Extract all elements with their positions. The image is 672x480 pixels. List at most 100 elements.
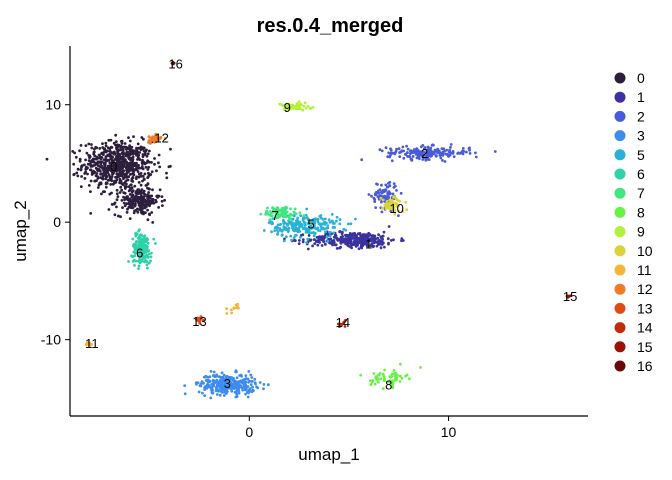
cluster-3-point xyxy=(208,375,212,379)
cluster-3-point xyxy=(248,389,252,393)
cluster-7-point xyxy=(259,212,263,216)
cluster-0-point xyxy=(78,159,82,163)
cluster-11-point xyxy=(225,307,229,310)
cluster-8-point xyxy=(390,375,393,379)
cluster-3-point xyxy=(196,381,200,384)
cluster-2-point xyxy=(459,151,463,155)
cluster-8-point xyxy=(377,373,381,377)
legend-swatch-2 xyxy=(614,110,626,122)
cluster-0-point xyxy=(73,151,76,155)
cluster-3-point xyxy=(232,387,235,390)
cluster-0-point xyxy=(111,158,114,162)
cluster-0-point xyxy=(129,204,132,208)
cluster-0-point xyxy=(128,139,132,143)
cluster-5-point xyxy=(294,226,298,230)
cluster-0-point xyxy=(146,160,149,164)
cluster-0-point xyxy=(131,173,135,176)
cluster-0-point xyxy=(127,185,131,189)
cluster-5-point xyxy=(315,227,318,231)
cluster-3-point xyxy=(223,386,227,389)
cluster-0-point xyxy=(131,165,134,169)
cluster-0-point xyxy=(122,201,126,205)
cluster-0-point xyxy=(93,179,97,183)
cluster-label-5: 5 xyxy=(307,216,314,231)
cluster-0-point xyxy=(85,165,88,169)
cluster-0-point xyxy=(125,202,129,206)
cluster-0-point xyxy=(98,155,102,158)
legend-label-3: 3 xyxy=(637,128,645,144)
cluster-3-point xyxy=(212,381,216,385)
cluster-0-point xyxy=(80,164,84,168)
cluster-0-point xyxy=(149,202,153,205)
cluster-5-point xyxy=(276,230,280,234)
cluster-6-point xyxy=(132,244,135,248)
cluster-3-point xyxy=(251,385,254,389)
cluster-8-point xyxy=(419,366,422,369)
cluster-3-point xyxy=(215,378,219,382)
cluster-6-point xyxy=(140,239,144,243)
cluster-5-point xyxy=(295,229,298,233)
cluster-2-point xyxy=(392,182,396,186)
cluster-2-point xyxy=(409,157,413,161)
cluster-0-point xyxy=(155,169,158,173)
cluster-12-points xyxy=(147,132,167,145)
cluster-3-point xyxy=(217,388,220,392)
cluster-0-point xyxy=(157,161,160,165)
cluster-0-point xyxy=(83,172,87,175)
cluster-11-point xyxy=(230,308,233,312)
cluster-3-point xyxy=(197,390,201,394)
cluster-7-point xyxy=(271,207,275,210)
cluster-6-point xyxy=(133,251,137,255)
cluster-0-point xyxy=(102,158,106,162)
cluster-2-point xyxy=(426,148,429,152)
cluster-10-point xyxy=(397,209,401,213)
cluster-6-point xyxy=(147,252,151,256)
cluster-0-point xyxy=(131,176,135,179)
cluster-8-point xyxy=(398,380,402,383)
legend-swatch-16 xyxy=(614,360,626,372)
cluster-0-point xyxy=(125,168,128,172)
cluster-0-point xyxy=(89,179,93,183)
cluster-2-point xyxy=(374,192,378,196)
legend-swatch-5 xyxy=(614,149,626,161)
cluster-0-point xyxy=(87,142,91,146)
cluster-8-point xyxy=(381,373,385,376)
cluster-0-point xyxy=(121,206,124,210)
legend-label-7: 7 xyxy=(637,185,645,201)
cluster-0-point xyxy=(131,151,135,155)
cluster-2-point xyxy=(378,188,382,192)
cluster-10-point xyxy=(393,212,397,216)
cluster-label-14: 14 xyxy=(336,315,350,330)
cluster-5-point xyxy=(282,225,286,229)
cluster-10-point xyxy=(383,204,387,208)
cluster-0-point xyxy=(104,185,108,189)
cluster-2-point xyxy=(462,150,466,153)
cluster-5-point xyxy=(279,222,282,226)
cluster-10-point xyxy=(390,207,393,211)
cluster-10-point xyxy=(385,199,389,203)
cluster-5-point xyxy=(354,217,357,221)
y-tick-label: 0 xyxy=(53,214,61,230)
legend-label-12: 12 xyxy=(637,281,653,297)
cluster-3-point xyxy=(250,376,254,379)
cluster-1-point xyxy=(377,240,380,244)
cluster-0-point xyxy=(130,148,134,152)
cluster-1-point xyxy=(339,240,343,244)
cluster-5-point xyxy=(286,227,290,231)
cluster-2-point xyxy=(402,156,406,160)
y-tick-label: -10 xyxy=(41,332,61,348)
cluster-14-point xyxy=(336,322,340,326)
cluster-5-point xyxy=(285,235,288,239)
cluster-2-point xyxy=(434,154,438,158)
cluster-0-point xyxy=(139,200,142,204)
cluster-0-point xyxy=(122,195,125,199)
cluster-0-point xyxy=(136,198,140,202)
cluster-5-point xyxy=(312,220,316,224)
cluster-1-point xyxy=(335,247,339,250)
cluster-5-point xyxy=(349,222,353,226)
cluster-2-point xyxy=(425,158,428,162)
cluster-5-point xyxy=(292,236,296,240)
cluster-1-point xyxy=(376,236,380,240)
cluster-1-points xyxy=(283,225,405,251)
cluster-0-point xyxy=(120,161,124,165)
